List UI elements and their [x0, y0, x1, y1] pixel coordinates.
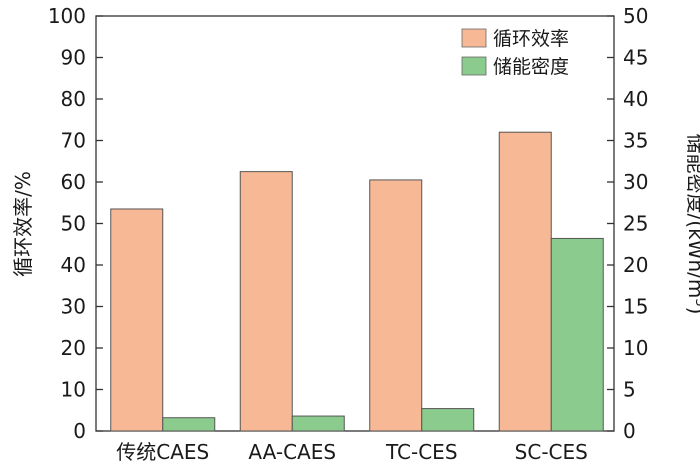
category-labels: 传统CAES AA-CAES TC-CES SC-CES [116, 440, 588, 464]
y-left-tick-label: 70 [61, 129, 86, 153]
legend-swatch-density [461, 56, 487, 76]
y-left-tick-label: 100 [48, 4, 86, 28]
legend: 循环效率 储能密度 [461, 28, 569, 78]
bar-efficiency [239, 171, 293, 432]
right-axis: 0 5 10 15 20 25 30 35 40 45 50 [607, 4, 648, 443]
y-right-axis-title-close: ) [684, 307, 700, 315]
x-category-label: TC-CES [385, 440, 458, 464]
bar-density [421, 408, 475, 432]
bar-density [291, 415, 345, 432]
y-right-tick-label: 50 [623, 4, 648, 28]
y-left-tick-label: 10 [61, 378, 86, 402]
bar-efficiency [110, 208, 164, 432]
y-right-tick-label: 0 [623, 419, 636, 443]
y-right-tick-label: 20 [623, 253, 648, 277]
y-left-tick-label: 60 [61, 170, 86, 194]
bar-layer [110, 131, 604, 432]
y-right-tick-label: 25 [623, 212, 648, 236]
y-right-tick-label: 35 [623, 129, 648, 153]
bar-density [550, 237, 604, 432]
y-left-tick-label: 80 [61, 87, 86, 111]
y-left-axis-title: 循环效率/% [11, 171, 35, 277]
y-right-tick-label: 30 [623, 170, 648, 194]
y-left-tick-label: 50 [61, 212, 86, 236]
y-right-tick-label: 10 [623, 336, 648, 360]
y-right-axis-title-sup: 3 [692, 298, 700, 306]
x-category-label: SC-CES [515, 440, 588, 464]
y-left-tick-label: 30 [61, 295, 86, 319]
legend-label-density: 储能密度 [493, 56, 569, 78]
bar-efficiency [498, 131, 552, 432]
y-right-axis-title-main: 储能密度/(kWh/m [684, 134, 700, 299]
x-category-label: 传统CAES [116, 440, 209, 464]
bar-efficiency [369, 179, 423, 432]
y-left-tick-label: 40 [61, 253, 86, 277]
y-right-tick-label: 40 [623, 87, 648, 111]
y-left-tick-label: 20 [61, 336, 86, 360]
y-right-tick-label: 5 [623, 378, 636, 402]
bar-density [162, 417, 216, 432]
legend-label-efficiency: 循环效率 [493, 28, 569, 50]
y-left-tick-label: 90 [61, 46, 86, 70]
legend-swatch-efficiency [461, 28, 487, 48]
y-left-tick-label: 0 [73, 419, 86, 443]
y-right-tick-label: 45 [623, 46, 648, 70]
left-axis: 0 10 20 30 40 50 60 70 80 90 100 [48, 4, 103, 443]
y-right-axis-title: 储能密度/(kWh/m3) [684, 134, 700, 315]
x-category-label: AA-CAES [248, 440, 336, 464]
y-right-tick-label: 15 [623, 295, 648, 319]
